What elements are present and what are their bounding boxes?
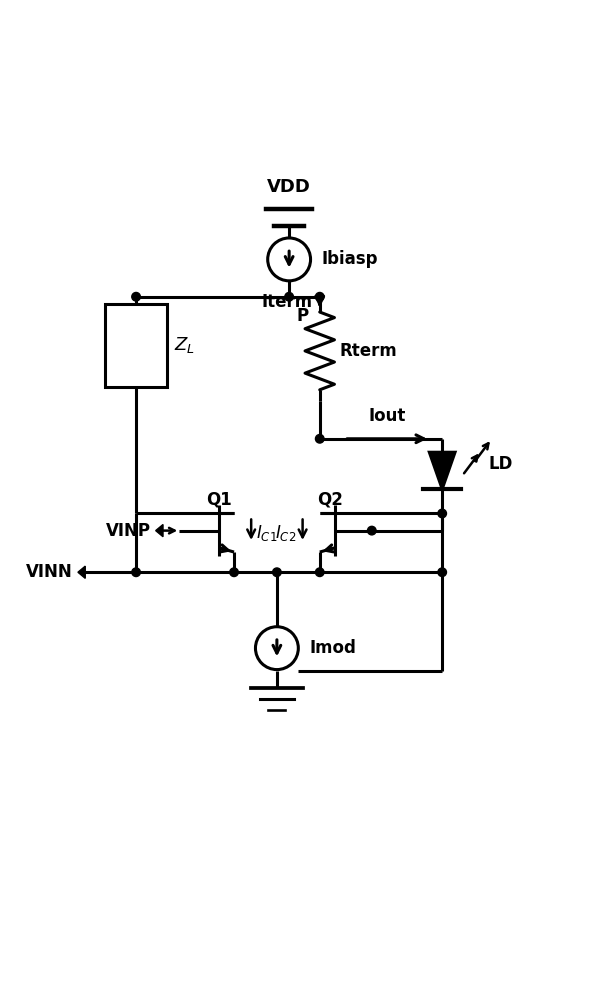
Text: P: P bbox=[296, 307, 309, 325]
Text: Q1: Q1 bbox=[207, 491, 232, 509]
Text: Imod: Imod bbox=[309, 639, 356, 657]
Text: LD: LD bbox=[489, 455, 513, 473]
Circle shape bbox=[285, 292, 293, 301]
Text: Iterm: Iterm bbox=[261, 293, 312, 311]
Circle shape bbox=[438, 568, 446, 577]
Circle shape bbox=[438, 509, 446, 518]
Text: VINN: VINN bbox=[26, 563, 73, 581]
Text: $I_{C1}$: $I_{C1}$ bbox=[256, 523, 277, 543]
Text: Iout: Iout bbox=[368, 407, 406, 425]
Text: Ibiasp: Ibiasp bbox=[322, 250, 378, 268]
Circle shape bbox=[368, 526, 376, 535]
Circle shape bbox=[315, 568, 324, 577]
Text: $I_{C2}$: $I_{C2}$ bbox=[275, 523, 296, 543]
Polygon shape bbox=[429, 452, 455, 489]
Text: Rterm: Rterm bbox=[339, 342, 397, 360]
Circle shape bbox=[230, 568, 239, 577]
Circle shape bbox=[272, 568, 281, 577]
Text: $Z_L$: $Z_L$ bbox=[174, 335, 195, 355]
Text: VINP: VINP bbox=[106, 522, 151, 540]
Polygon shape bbox=[78, 566, 85, 578]
Circle shape bbox=[132, 568, 140, 577]
Text: VDD: VDD bbox=[267, 178, 311, 196]
Circle shape bbox=[132, 292, 140, 301]
Polygon shape bbox=[156, 524, 163, 537]
Text: Q2: Q2 bbox=[317, 491, 343, 509]
Circle shape bbox=[315, 434, 324, 443]
Circle shape bbox=[315, 292, 324, 301]
Bar bbox=[105, 304, 167, 387]
